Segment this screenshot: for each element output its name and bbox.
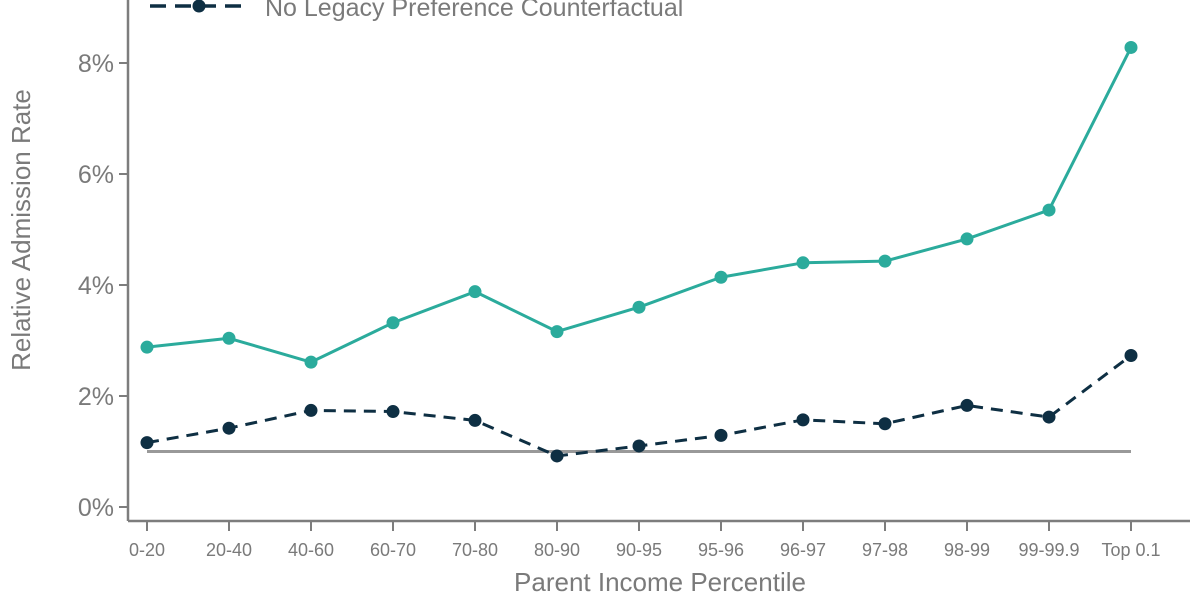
data-point: [1042, 203, 1056, 217]
data-point: [878, 417, 892, 431]
series-layer: [140, 40, 1138, 463]
data-point: [632, 300, 646, 314]
data-point: [304, 355, 318, 369]
data-point: [796, 256, 810, 270]
x-tick-label: 40-60: [288, 540, 334, 560]
series-line: [146, 46, 1133, 364]
data-point: [1124, 40, 1138, 54]
x-tick-label: Top 0.1: [1101, 540, 1160, 560]
data-point: [386, 405, 400, 419]
legend: No Legacy Preference Counterfactual: [150, 0, 683, 22]
x-tick-label: 99-99.9: [1018, 540, 1079, 560]
x-tick-label: 90-95: [616, 540, 662, 560]
data-point: [550, 449, 564, 463]
y-tick-label: 2%: [78, 383, 114, 411]
x-axis-title: Parent Income Percentile: [514, 567, 806, 597]
x-tick-label: 0-20: [129, 540, 165, 560]
x-tick-label: 95-96: [698, 540, 744, 560]
data-point: [714, 428, 728, 442]
x-tick-label: 70-80: [452, 540, 498, 560]
data-point: [714, 270, 728, 284]
x-tick-label: 80-90: [534, 540, 580, 560]
legend-label: No Legacy Preference Counterfactual: [265, 0, 683, 22]
y-tick-label: 6%: [78, 161, 114, 189]
axes: 0% 2% 4% 6% 8% 0-20 20-40 40-60 60-70 70-80 80-90 9…: [78, 0, 1190, 560]
y-tick-label: 8%: [78, 50, 114, 78]
y-tick-label: 0%: [78, 494, 114, 522]
data-point: [550, 325, 564, 339]
legend-swatch-marker: [192, 0, 206, 13]
series-1: [140, 40, 1138, 369]
data-point: [960, 398, 974, 412]
x-tick-label: 96-97: [780, 540, 826, 560]
data-point: [796, 413, 810, 427]
data-point: [140, 340, 154, 354]
x-tick-label: 60-70: [370, 540, 416, 560]
data-point: [304, 403, 318, 417]
x-tick-label: 20-40: [206, 540, 252, 560]
data-point: [960, 232, 974, 246]
y-axis-title: Relative Admission Rate: [6, 89, 36, 371]
y-tick-label: 4%: [78, 272, 114, 300]
series-2: [140, 348, 1138, 463]
data-point: [222, 331, 236, 345]
data-point: [878, 254, 892, 268]
data-point: [222, 421, 236, 435]
x-tick-label: 97-98: [862, 540, 908, 560]
data-point: [632, 439, 646, 453]
data-point: [468, 413, 482, 427]
data-point: [468, 285, 482, 299]
data-point: [386, 316, 400, 330]
x-tick-label: 98-99: [944, 540, 990, 560]
data-point: [140, 436, 154, 450]
data-point: [1042, 410, 1056, 424]
data-point: [1124, 348, 1138, 362]
